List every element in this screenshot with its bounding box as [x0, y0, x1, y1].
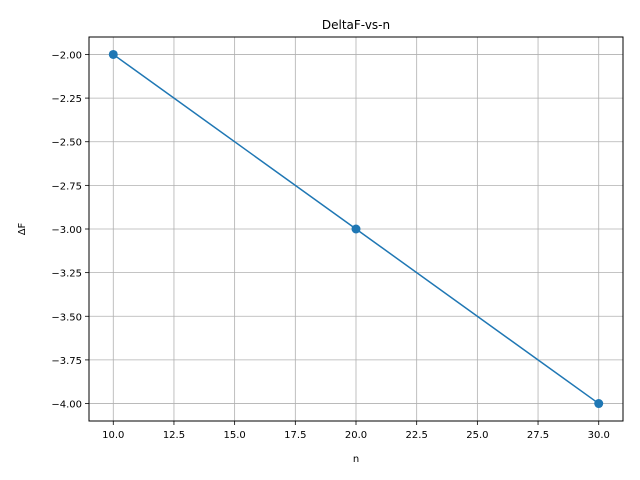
- x-tick-label: 30.0: [588, 430, 610, 441]
- y-tick-label: −3.50: [51, 312, 82, 323]
- y-tick-label: −2.25: [51, 94, 82, 105]
- series-layer: [108, 49, 604, 409]
- x-tick-label: 22.5: [406, 430, 428, 441]
- y-tick-label: −3.00: [51, 225, 82, 236]
- x-axis-label: n: [353, 454, 359, 465]
- x-tick-label: 17.5: [284, 430, 306, 441]
- data-point: [108, 49, 118, 59]
- x-tick-label: 15.0: [224, 430, 246, 441]
- y-tick-label: −2.50: [51, 138, 82, 149]
- y-tick-label: −2.00: [51, 50, 82, 61]
- x-tick-label: 20.0: [345, 430, 367, 441]
- y-tick-label: −3.75: [51, 356, 82, 367]
- y-tick-label: −3.25: [51, 269, 82, 280]
- x-tick-label: 25.0: [466, 430, 488, 441]
- chart-title: DeltaF-vs-n: [322, 18, 390, 32]
- x-tick-label: 27.5: [527, 430, 549, 441]
- x-tick-label: 12.5: [163, 430, 185, 441]
- data-point: [351, 224, 361, 234]
- y-axis-ticks: −2.00 −2.25 −2.50 −2.75 −3.00 −3.25 −3.50 −3.75…: [51, 50, 89, 411]
- data-point: [594, 399, 604, 409]
- y-axis-label: ΔF: [17, 222, 28, 235]
- y-tick-label: −2.75: [51, 181, 82, 192]
- y-tick-label: −4.00: [51, 400, 82, 411]
- x-tick-label: 10.0: [102, 430, 124, 441]
- x-axis-ticks: 10.0 12.5 15.0 17.5 20.0 22.5 25.0 27.5 30.0: [102, 421, 610, 441]
